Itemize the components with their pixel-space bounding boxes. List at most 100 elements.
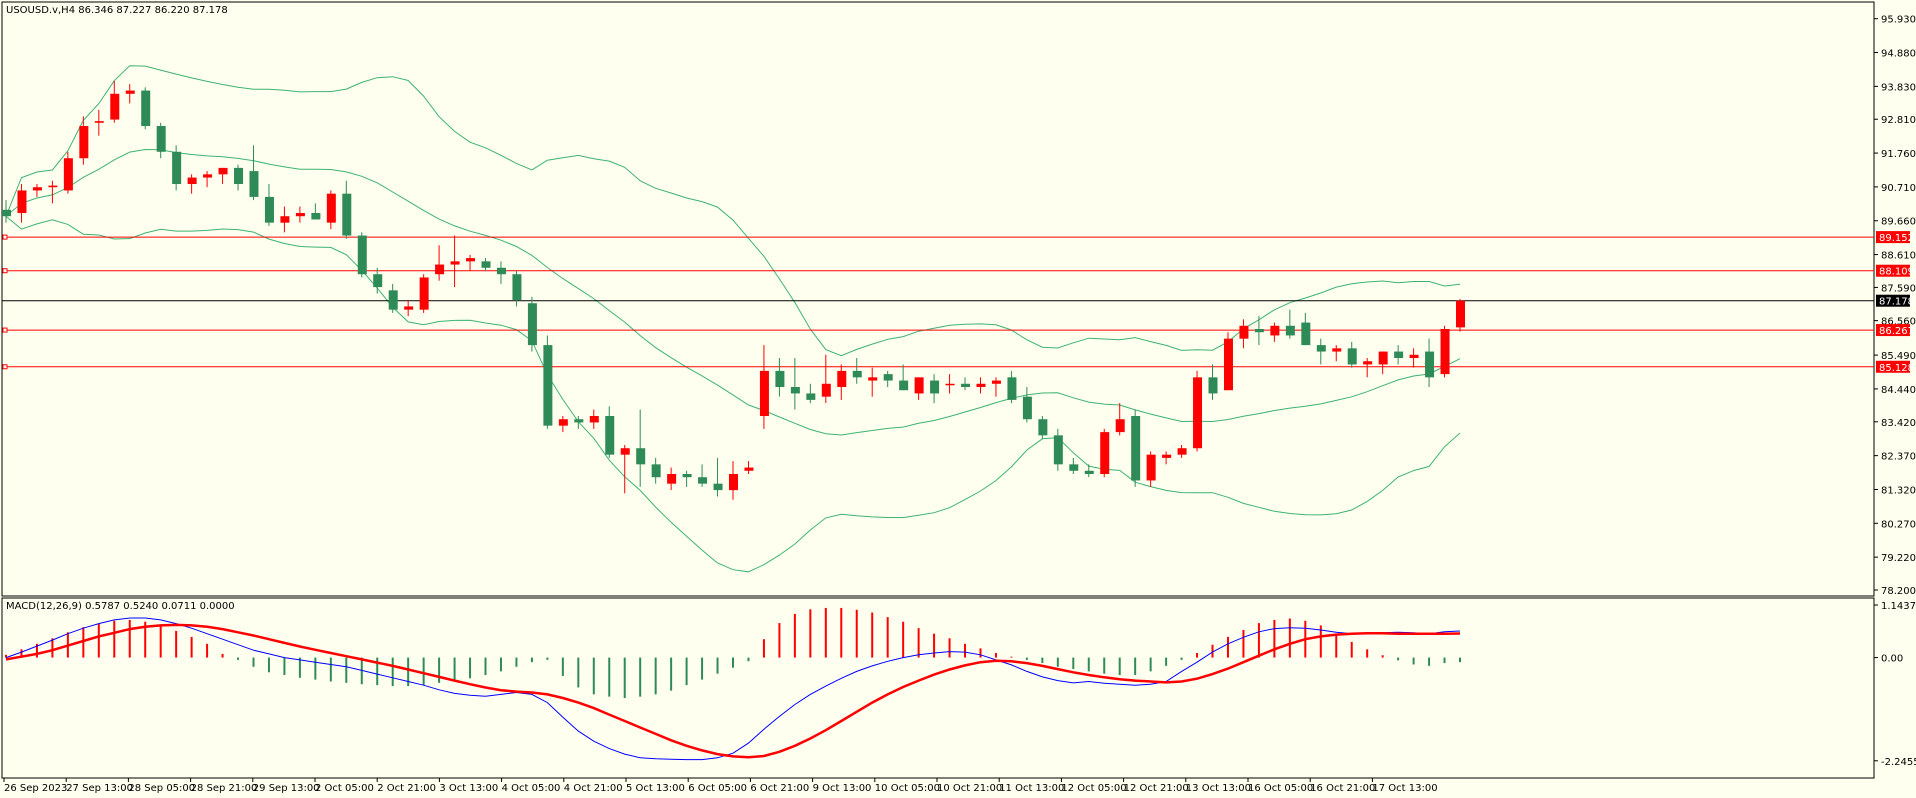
candle-body <box>1440 329 1450 375</box>
time-tick-label: 2 Oct 21:00 <box>377 783 436 794</box>
candle-body <box>280 216 290 223</box>
price-tick-label: 80.270 <box>1881 519 1916 530</box>
price-tick-label: 87.590 <box>1881 283 1916 294</box>
candle-body <box>94 121 104 123</box>
level-handle <box>2 327 8 333</box>
price-tick-label: 90.710 <box>1881 183 1916 194</box>
candle-body <box>1301 322 1311 346</box>
candle-body <box>110 93 120 120</box>
time-tick-label: 5 Oct 13:00 <box>626 783 685 794</box>
candle-body <box>1100 432 1110 474</box>
price-tick-label: 91.760 <box>1881 149 1916 160</box>
candle-body <box>1347 348 1357 365</box>
price-panel-frame <box>1 1 1875 597</box>
candle-body <box>1038 419 1048 436</box>
candle-body <box>1131 416 1141 481</box>
candle-body <box>1316 345 1326 352</box>
time-tick-label: 29 Sep 13:00 <box>253 783 320 794</box>
time-tick-label: 3 Oct 13:00 <box>439 783 498 794</box>
price-tick-label: 78.200 <box>1881 586 1916 597</box>
candle-body <box>295 213 305 217</box>
candle-body <box>1146 454 1156 481</box>
candle-body <box>63 158 73 191</box>
candle-body <box>729 474 738 491</box>
level-tag: 89.152 <box>1879 233 1914 244</box>
candle-body <box>759 370 769 416</box>
price-tick-label: 88.610 <box>1881 251 1916 262</box>
time-tick-label: 16 Oct 05:00 <box>1248 783 1313 794</box>
candle-body <box>2 209 11 217</box>
horizontal-levels <box>2 234 1874 370</box>
candle-body <box>187 177 197 184</box>
candle-body <box>790 387 800 394</box>
current-price-tag: 87.178 <box>1879 297 1914 308</box>
candle-body <box>1022 396 1032 420</box>
candle-body <box>404 306 414 310</box>
price-tick-label: 93.830 <box>1881 82 1916 93</box>
candle-body <box>17 190 27 213</box>
price-tick-label: 84.440 <box>1881 385 1916 396</box>
candle-body <box>48 185 58 188</box>
candle-body <box>883 374 893 381</box>
macd-line <box>5 617 1461 761</box>
level-tag-bg <box>1876 231 1910 244</box>
candle-body <box>1456 300 1465 328</box>
price-tick-label: 86.560 <box>1881 317 1916 328</box>
candle-body <box>1394 351 1404 358</box>
macd-tick-label: -2.2455 <box>1881 757 1916 768</box>
candle-body <box>466 258 476 262</box>
candle-body <box>1239 325 1249 339</box>
candle-body <box>311 213 321 220</box>
price-tick-label: 92.810 <box>1881 115 1916 126</box>
candle-body <box>32 187 42 191</box>
price-tick-label: 82.370 <box>1881 452 1916 463</box>
candle-body <box>868 377 878 381</box>
time-tick-label: 10 Oct 21:00 <box>937 783 1002 794</box>
candle-body <box>234 167 244 184</box>
level-handle <box>2 364 8 370</box>
candle-body <box>1223 338 1233 391</box>
candle-body <box>558 419 568 426</box>
candle-body <box>574 419 584 423</box>
candle-body <box>450 261 460 265</box>
macd-lines <box>5 617 1461 761</box>
level-tag: 86.267 <box>1879 326 1914 337</box>
time-tick-label: 2 Oct 05:00 <box>315 783 374 794</box>
level-tag: 88.109 <box>1879 267 1914 278</box>
time-tick-label: 16 Oct 21:00 <box>1310 783 1375 794</box>
macd-panel-frame <box>1 597 1875 779</box>
candle-body <box>651 464 661 478</box>
time-tick-label: 6 Oct 21:00 <box>750 783 809 794</box>
price-chart-title: USOUSD.v,H4 86.346 87.227 86.220 87.178 <box>6 5 228 16</box>
candle-body <box>203 174 213 178</box>
candle-body <box>852 370 862 378</box>
candle-body <box>1162 454 1172 458</box>
time-tick-label: 28 Sep 21:00 <box>191 783 258 794</box>
candle-body <box>837 370 847 387</box>
candle-body <box>512 274 522 300</box>
band-middle <box>5 148 1461 436</box>
candle-body <box>930 380 940 394</box>
candle-body <box>373 274 383 288</box>
bollinger-bands <box>5 65 1461 573</box>
candle-body <box>945 383 955 386</box>
candle-body <box>682 474 692 478</box>
candle-body <box>527 303 537 346</box>
level-handle <box>2 234 8 240</box>
price-axis: 95.930 94.880 93.830 92.810 91.760 90.710 89.6… <box>1874 15 1916 597</box>
price-tags: 89.152 88.109 86.267 85.128 87.178 <box>1876 231 1914 374</box>
candle-body <box>1409 354 1419 358</box>
time-tick-label: 12 Oct 05:00 <box>1061 783 1126 794</box>
level-tag-bg <box>1876 360 1910 373</box>
candle-body <box>1254 329 1264 333</box>
price-tick-label: 85.490 <box>1881 351 1916 362</box>
time-tick-label: 27 Sep 13:00 <box>66 783 133 794</box>
candle-body <box>125 90 135 94</box>
candle-body <box>961 383 971 387</box>
candle-body <box>620 448 630 455</box>
candle-body <box>914 377 924 394</box>
candle-body <box>435 264 445 275</box>
candle-body <box>744 467 754 471</box>
